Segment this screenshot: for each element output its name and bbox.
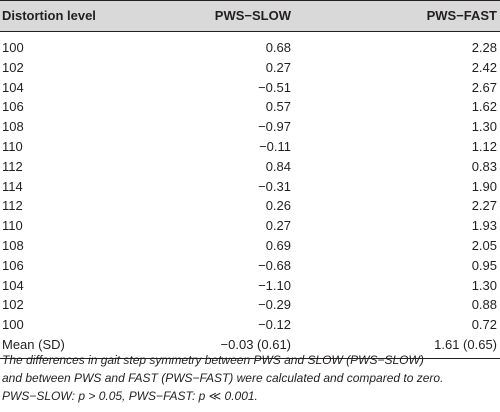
cell-distortion-level: 112 xyxy=(2,198,23,214)
cell-pws-slow: −0.03 (0.61) xyxy=(220,336,291,352)
cell-pws-slow: −0.29 xyxy=(258,297,291,313)
table-row: 110 −0.11 1.12 xyxy=(0,137,500,157)
footnote-line: PWS−SLOW: p > 0.05, PWS−FAST: p ≪ 0.001. xyxy=(2,389,258,403)
data-table: Distortion level PWS−SLOW PWS−FAST 100 0.… xyxy=(0,0,500,359)
cell-pws-slow: 0.84 xyxy=(265,158,291,174)
cell-distortion-level: 108 xyxy=(2,237,24,253)
cell-pws-slow: −0.31 xyxy=(258,178,291,194)
cell-distortion-level: 106 xyxy=(2,99,24,115)
cell-pws-slow: −0.11 xyxy=(259,138,291,154)
cell-pws-fast: 1.12 xyxy=(471,138,497,154)
cell-pws-fast: 2.28 xyxy=(471,40,497,55)
table-header-row: Distortion level PWS−SLOW PWS−FAST xyxy=(0,0,500,32)
table-row: Mean (SD) −0.03 (0.61) 1.61 (0.65) xyxy=(0,335,500,355)
cell-pws-fast: 0.83 xyxy=(471,158,497,174)
table-footnote: The differences in gait step symmetry be… xyxy=(2,351,498,405)
cell-pws-slow: 0.27 xyxy=(265,59,291,75)
cell-distortion-level: 102 xyxy=(2,297,24,313)
header-distortion-level: Distortion level xyxy=(2,8,96,23)
table-row: 102 0.27 2.42 xyxy=(0,58,500,78)
cell-distortion-level: 112 xyxy=(2,158,23,174)
cell-pws-fast: 1.93 xyxy=(471,218,497,234)
cell-pws-slow: 0.57 xyxy=(265,99,291,115)
table-row: 110 0.27 1.93 xyxy=(0,216,500,236)
cell-pws-fast: 2.67 xyxy=(471,79,497,95)
cell-pws-slow: −1.10 xyxy=(258,277,291,293)
cell-pws-fast: 1.30 xyxy=(471,277,497,293)
cell-pws-fast: 0.72 xyxy=(471,317,497,333)
cell-distortion-level: 100 xyxy=(2,40,24,55)
cell-pws-fast: 1.61 (0.65) xyxy=(434,336,497,352)
table-body: 100 0.68 2.28 102 0.27 2.42 104 −0.51 2.67 106 0.5… xyxy=(0,32,500,359)
cell-distortion-level: 104 xyxy=(2,79,24,95)
table-row: 112 0.26 2.27 xyxy=(0,196,500,216)
table-row: 100 −0.12 0.72 xyxy=(0,315,500,335)
footnote-line: The differences in gait step symmetry be… xyxy=(2,353,424,367)
cell-pws-slow: 0.26 xyxy=(265,198,291,214)
cell-distortion-level: 110 xyxy=(2,138,23,154)
header-pws-fast: PWS−FAST xyxy=(426,8,497,23)
cell-pws-slow: 0.27 xyxy=(265,218,291,234)
cell-pws-fast: 1.90 xyxy=(471,178,497,194)
cell-distortion-level: 114 xyxy=(2,178,23,194)
cell-pws-slow: −0.12 xyxy=(258,317,291,333)
table-row: 102 −0.29 0.88 xyxy=(0,295,500,315)
cell-distortion-level: 100 xyxy=(2,317,24,333)
cell-distortion-level: 102 xyxy=(2,59,24,75)
table-row: 112 0.84 0.83 xyxy=(0,157,500,177)
table-row: 106 −0.68 0.95 xyxy=(0,256,500,276)
cell-pws-fast: 1.30 xyxy=(471,119,497,135)
cell-pws-slow: −0.68 xyxy=(258,257,291,273)
cell-pws-slow: 0.69 xyxy=(265,237,291,253)
table-row: 114 −0.31 1.90 xyxy=(0,177,500,197)
cell-pws-slow: −0.97 xyxy=(258,119,291,135)
header-pws-slow: PWS−SLOW xyxy=(214,8,291,23)
cell-distortion-level: 104 xyxy=(2,277,24,293)
cell-pws-fast: 2.27 xyxy=(471,198,497,214)
table-row: 100 0.68 2.28 xyxy=(0,38,500,58)
footnote-line: and between PWS and FAST (PWS−FAST) were… xyxy=(2,371,444,385)
cell-pws-slow: 0.68 xyxy=(265,40,291,55)
table-row: 104 −0.51 2.67 xyxy=(0,78,500,98)
cell-pws-slow: −0.51 xyxy=(258,79,291,95)
cell-distortion-level: 110 xyxy=(2,218,23,234)
cell-distortion-level: 106 xyxy=(2,257,24,273)
table-row: 106 0.57 1.62 xyxy=(0,97,500,117)
table-row: 108 −0.97 1.30 xyxy=(0,117,500,137)
cell-distortion-level: 108 xyxy=(2,119,24,135)
cell-pws-fast: 0.88 xyxy=(471,297,497,313)
table-row: 108 0.69 2.05 xyxy=(0,236,500,256)
cell-pws-fast: 2.05 xyxy=(471,237,497,253)
cell-pws-fast: 0.95 xyxy=(471,257,497,273)
cell-pws-fast: 2.42 xyxy=(471,59,497,75)
table-row: 104 −1.10 1.30 xyxy=(0,276,500,296)
cell-distortion-level: Mean (SD) xyxy=(2,336,65,352)
cell-pws-fast: 1.62 xyxy=(471,99,497,115)
